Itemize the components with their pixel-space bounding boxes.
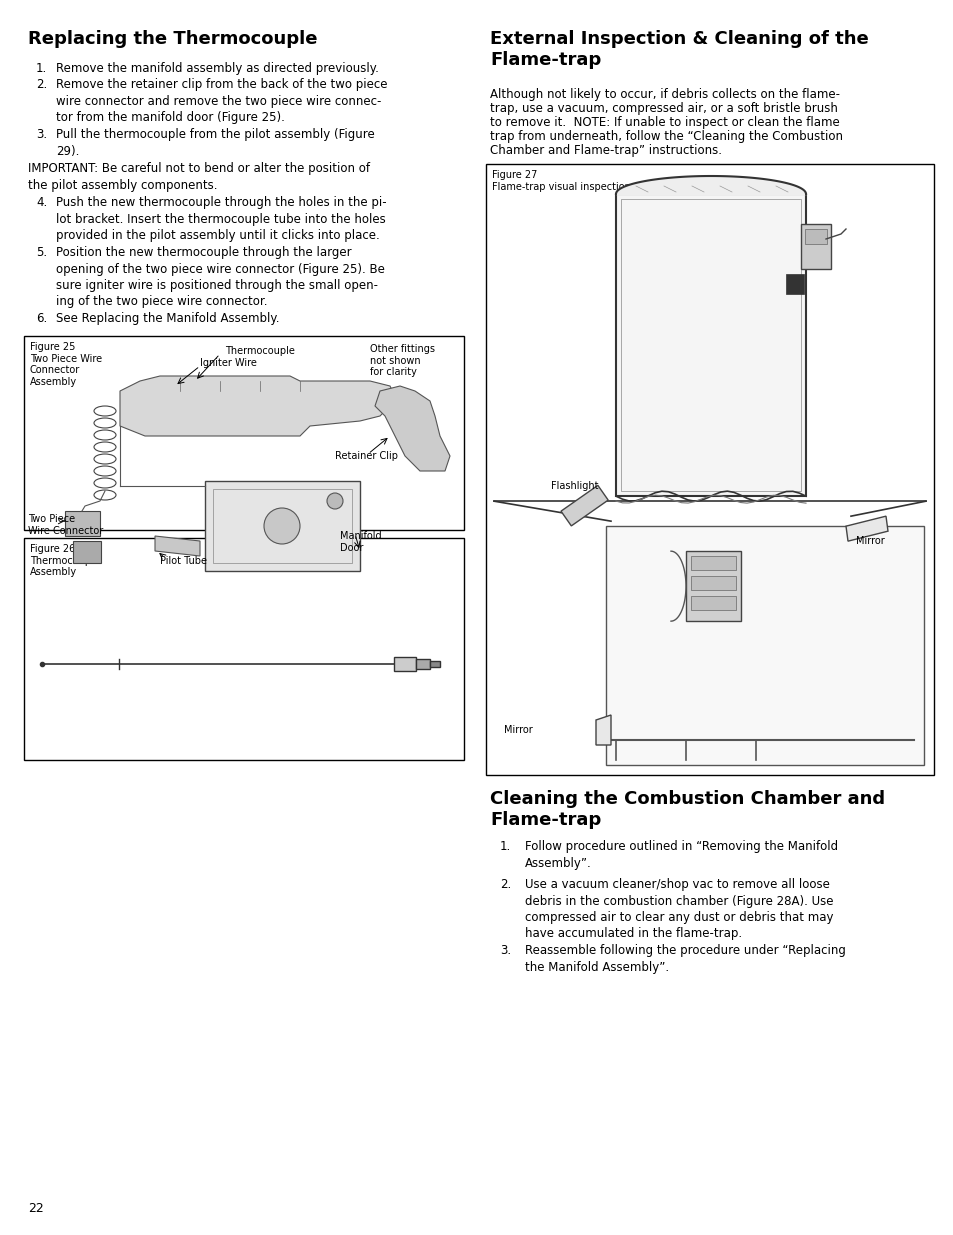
Text: 6.: 6. xyxy=(36,312,48,325)
Text: 5.: 5. xyxy=(36,246,47,259)
Text: 22: 22 xyxy=(28,1202,44,1215)
Polygon shape xyxy=(154,536,200,556)
Text: Other fittings
not shown
for clarity: Other fittings not shown for clarity xyxy=(370,345,435,377)
Text: Position the new thermocouple through the larger
opening of the two piece wire c: Position the new thermocouple through th… xyxy=(56,246,384,309)
Text: Although not likely to occur, if debris collects on the flame-: Although not likely to occur, if debris … xyxy=(490,88,840,101)
Text: External Inspection & Cleaning of the
Flame-trap: External Inspection & Cleaning of the Fl… xyxy=(490,30,868,69)
Bar xyxy=(485,164,933,776)
Text: Remove the retainer clip from the back of the two piece
wire connector and remov: Remove the retainer clip from the back o… xyxy=(56,78,387,124)
Bar xyxy=(394,657,416,671)
Bar xyxy=(690,577,735,590)
Text: IMPORTANT: Be careful not to bend or alter the position of
the pilot assembly co: IMPORTANT: Be careful not to bend or alt… xyxy=(28,162,370,191)
Text: Pull the thermocouple from the pilot assembly (Figure
29).: Pull the thermocouple from the pilot ass… xyxy=(56,128,375,158)
Circle shape xyxy=(264,508,299,543)
Text: See Replacing the Manifold Assembly.: See Replacing the Manifold Assembly. xyxy=(56,312,279,325)
Text: 1.: 1. xyxy=(36,62,48,75)
Polygon shape xyxy=(596,715,610,745)
Bar xyxy=(690,556,735,571)
Text: Use a vacuum cleaner/shop vac to remove all loose
debris in the combustion chamb: Use a vacuum cleaner/shop vac to remove … xyxy=(524,878,833,941)
Text: to remove it.  NOTE: If unable to inspect or clean the flame: to remove it. NOTE: If unable to inspect… xyxy=(490,116,839,128)
Text: 2.: 2. xyxy=(36,78,48,91)
Bar xyxy=(24,538,463,760)
Bar xyxy=(65,511,100,536)
Text: 1.: 1. xyxy=(499,840,511,853)
Text: Igniter Wire: Igniter Wire xyxy=(200,358,256,368)
Text: Cleaning the Combustion Chamber and
Flame-trap: Cleaning the Combustion Chamber and Flam… xyxy=(490,790,884,829)
Circle shape xyxy=(327,493,343,509)
Text: Mirror: Mirror xyxy=(503,725,532,735)
Bar xyxy=(213,489,352,563)
Text: Retainer Clip: Retainer Clip xyxy=(335,451,397,461)
Text: Reassemble following the procedure under “Replacing
the Manifold Assembly”.: Reassemble following the procedure under… xyxy=(524,944,845,973)
Bar xyxy=(690,597,735,610)
Text: Remove the manifold assembly as directed previously.: Remove the manifold assembly as directed… xyxy=(56,62,378,75)
Bar xyxy=(205,480,359,571)
Bar xyxy=(416,659,430,669)
Text: 2.: 2. xyxy=(499,878,511,890)
Text: Thermocouple: Thermocouple xyxy=(225,346,294,356)
Text: Two Piece
Wire Connector: Two Piece Wire Connector xyxy=(28,514,103,536)
Bar xyxy=(24,336,463,530)
Text: Mirror: Mirror xyxy=(855,536,883,546)
Polygon shape xyxy=(375,387,450,471)
Bar xyxy=(804,228,826,245)
Bar xyxy=(616,194,805,496)
Bar xyxy=(801,224,830,269)
Bar xyxy=(785,274,803,294)
Polygon shape xyxy=(120,375,395,436)
Bar xyxy=(430,661,439,667)
Text: Chamber and Flame-trap” instructions.: Chamber and Flame-trap” instructions. xyxy=(490,144,721,157)
Text: Flashlight: Flashlight xyxy=(551,482,598,492)
Bar xyxy=(620,199,801,492)
Text: Pilot Tube: Pilot Tube xyxy=(160,556,207,566)
Text: trap, use a vacuum, compressed air, or a soft bristle brush: trap, use a vacuum, compressed air, or a… xyxy=(490,103,837,115)
Text: 3.: 3. xyxy=(36,128,47,141)
Text: 3.: 3. xyxy=(499,944,511,957)
Text: Push the new thermocouple through the holes in the pi-
lot bracket. Insert the t: Push the new thermocouple through the ho… xyxy=(56,196,386,242)
Text: trap from underneath, follow the “Cleaning the Combustion: trap from underneath, follow the “Cleani… xyxy=(490,130,842,143)
Text: Manifold
Door: Manifold Door xyxy=(339,531,381,552)
Bar xyxy=(73,541,101,563)
Text: Follow procedure outlined in “Removing the Manifold
Assembly”.: Follow procedure outlined in “Removing t… xyxy=(524,840,838,869)
Text: Figure 27
Flame-trap visual inspection: Figure 27 Flame-trap visual inspection xyxy=(492,170,630,191)
Polygon shape xyxy=(560,485,608,526)
Bar xyxy=(685,551,740,621)
Text: Replacing the Thermocouple: Replacing the Thermocouple xyxy=(28,30,317,48)
Text: 4.: 4. xyxy=(36,196,48,209)
Bar xyxy=(605,526,923,764)
Text: Figure 26
Thermocouple
Assembly: Figure 26 Thermocouple Assembly xyxy=(30,543,100,577)
Text: Figure 25
Two Piece Wire
Connector
Assembly: Figure 25 Two Piece Wire Connector Assem… xyxy=(30,342,102,387)
Polygon shape xyxy=(845,516,887,541)
